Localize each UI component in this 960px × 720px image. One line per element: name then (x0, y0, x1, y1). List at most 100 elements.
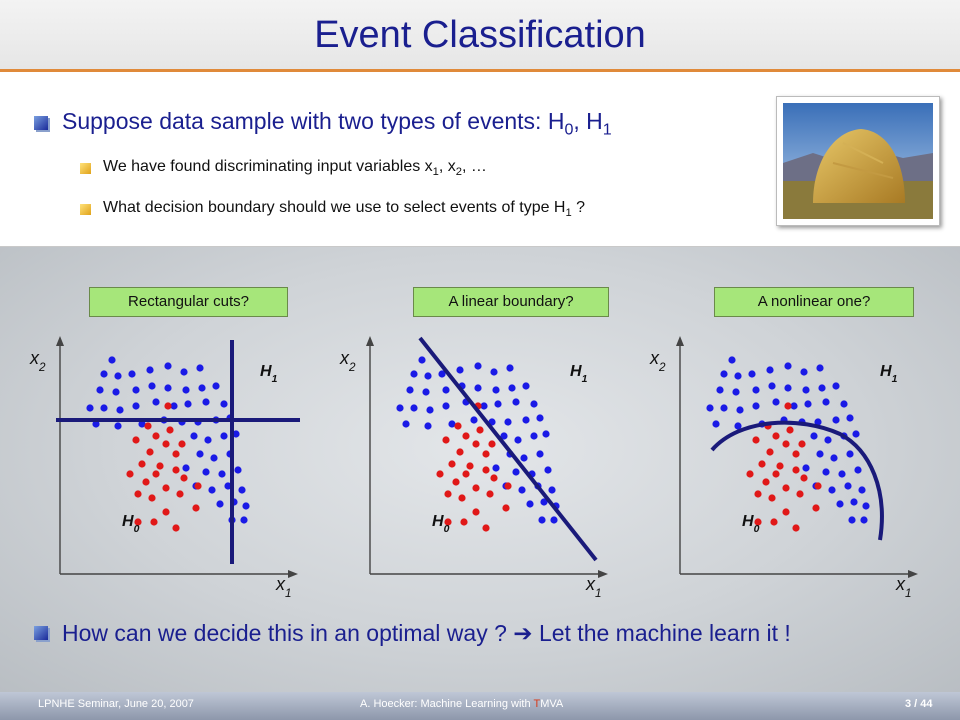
background-event-point (182, 464, 190, 472)
background-event-point (858, 486, 866, 494)
background-event-point (506, 364, 514, 372)
signal-event-point (482, 524, 490, 532)
signal-event-point (792, 466, 800, 474)
background-event-point (840, 400, 848, 408)
background-event-point (474, 362, 482, 370)
x-axis-arrow (288, 570, 298, 578)
y-axis-arrow (56, 336, 64, 346)
signal-event-point (454, 422, 462, 430)
signal-event-point (482, 466, 490, 474)
background-event-point (204, 436, 212, 444)
background-event-point (422, 388, 430, 396)
background-event-point (112, 388, 120, 396)
background-event-point (536, 414, 544, 422)
signal-event-point (792, 524, 800, 532)
background-event-point (96, 386, 104, 394)
background-event-point (438, 370, 446, 378)
background-event-point (470, 416, 478, 424)
haystack-photo (776, 96, 940, 226)
background-event-point (490, 368, 498, 376)
background-event-point (242, 502, 250, 510)
bullet-sub-2: What decision boundary should we use to … (103, 199, 586, 220)
y-axis-arrow (366, 336, 374, 346)
question-nonlinear-boundary: A nonlinear one? (714, 287, 914, 317)
background-event-point (846, 414, 854, 422)
background-event-point (542, 430, 550, 438)
signal-event-point (784, 402, 792, 410)
signal-event-point (144, 422, 152, 430)
background-event-point (748, 370, 756, 378)
h0-class-label: H0 (432, 513, 450, 535)
background-event-point (448, 420, 456, 428)
signal-event-point (758, 460, 766, 468)
signal-event-point (762, 478, 770, 486)
slide-title: Event Classification (314, 14, 646, 56)
background-event-point (514, 436, 522, 444)
signal-event-point (134, 518, 142, 526)
signal-event-point (448, 460, 456, 468)
background-event-point (132, 386, 140, 394)
signal-event-point (772, 432, 780, 440)
background-event-point (220, 432, 228, 440)
signal-event-point (178, 440, 186, 448)
signal-event-point (482, 450, 490, 458)
signal-event-point (452, 478, 460, 486)
blue-square-bullet-icon (34, 626, 48, 640)
background-event-point (830, 454, 838, 462)
background-event-point (152, 398, 160, 406)
signal-event-point (172, 466, 180, 474)
bullet-bottom: How can we decide this in an optimal way… (62, 620, 791, 646)
signal-event-point (800, 474, 808, 482)
background-event-point (790, 402, 798, 410)
background-event-point (492, 386, 500, 394)
question-linear-boundary: A linear boundary? (413, 287, 609, 317)
signal-event-point (172, 450, 180, 458)
background-event-point (504, 418, 512, 426)
h1-class-label: H1 (570, 363, 588, 385)
signal-event-point (472, 484, 480, 492)
background-event-point (846, 450, 854, 458)
background-event-point (198, 384, 206, 392)
background-event-point (220, 400, 228, 408)
background-event-point (234, 466, 242, 474)
signal-event-point (776, 462, 784, 470)
signal-event-point (152, 432, 160, 440)
background-event-point (784, 384, 792, 392)
background-event-point (818, 384, 826, 392)
background-event-point (802, 386, 810, 394)
background-event-point (512, 468, 520, 476)
signal-event-point (176, 490, 184, 498)
background-event-point (522, 416, 530, 424)
background-event-point (202, 398, 210, 406)
signal-event-point (786, 426, 794, 434)
h1-class-label: H1 (260, 363, 278, 385)
background-event-point (402, 420, 410, 428)
background-event-point (862, 502, 870, 510)
background-event-point (480, 402, 488, 410)
h1-class-label: H1 (880, 363, 898, 385)
signal-event-point (504, 482, 512, 490)
background-event-point (706, 404, 714, 412)
question-rectangular-cuts: Rectangular cuts? (89, 287, 288, 317)
signal-event-point (462, 432, 470, 440)
bullet-main: Suppose data sample with two types of ev… (62, 108, 612, 139)
background-event-point (182, 386, 190, 394)
background-event-point (522, 382, 530, 390)
yellow-square-bullet-icon (80, 163, 91, 174)
background-event-point (456, 366, 464, 374)
background-event-point (772, 398, 780, 406)
signal-event-point (150, 518, 158, 526)
x-axis-label: x1 (895, 574, 912, 600)
signal-event-point (782, 440, 790, 448)
signal-event-point (796, 490, 804, 498)
background-event-point (544, 466, 552, 474)
signal-event-point (792, 450, 800, 458)
background-event-point (828, 486, 836, 494)
background-event-point (184, 400, 192, 408)
signal-event-point (156, 462, 164, 470)
signal-event-point (142, 478, 150, 486)
signal-event-point (490, 474, 498, 482)
nonlinear-boundary (710, 420, 884, 541)
background-event-point (712, 420, 720, 428)
background-event-point (536, 450, 544, 458)
